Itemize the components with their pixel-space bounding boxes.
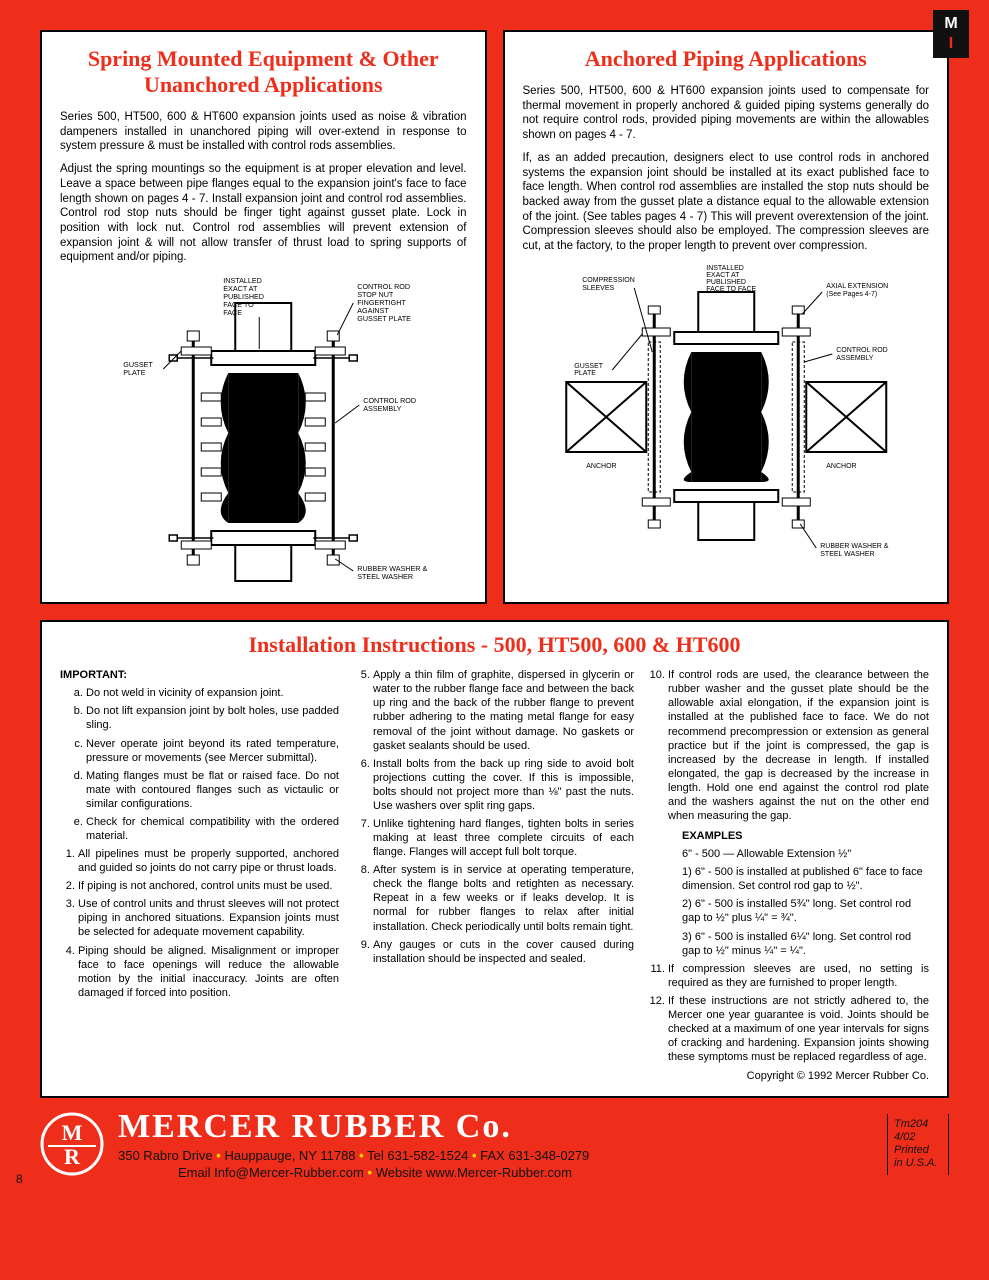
panel-instructions: Installation Instructions - 500, HT500, … bbox=[40, 620, 949, 1098]
svg-text:INSTALLED: INSTALLED bbox=[706, 265, 744, 272]
panel-spring-mounted: Spring Mounted Equipment & Other Unancho… bbox=[40, 30, 487, 604]
step-11: If compression sleeves are used, no sett… bbox=[668, 962, 929, 990]
example-3: 3) 6" - 500 is installed 6¼" long. Set c… bbox=[682, 930, 929, 958]
corner-logo-i: I bbox=[933, 34, 969, 54]
panel-left-p1: Series 500, HT500, 600 & HT600 expansion… bbox=[60, 110, 467, 154]
svg-text:R: R bbox=[64, 1144, 81, 1169]
company-name: MERCER RUBBER Co. bbox=[118, 1108, 873, 1146]
svg-text:SLEEVES: SLEEVES bbox=[582, 285, 614, 292]
panel-right-p2: If, as an added precaution, designers el… bbox=[523, 151, 930, 254]
svg-text:PLATE: PLATE bbox=[123, 368, 145, 377]
examples-label: EXAMPLES bbox=[682, 829, 929, 843]
imp-a: Do not weld in vicinity of expansion joi… bbox=[86, 686, 339, 700]
step-3: Use of control units and thrust sleeves … bbox=[78, 897, 339, 939]
step-9: Any gauges or cuts in the cover caused d… bbox=[373, 938, 634, 966]
panel-right-p1: Series 500, HT500, 600 & HT600 expansion… bbox=[523, 84, 930, 143]
panel-left-p2: Adjust the spring mountings so the equip… bbox=[60, 162, 467, 265]
step-8: After system is in service at operating … bbox=[373, 863, 634, 933]
copyright: Copyright © 1992 Mercer Rubber Co. bbox=[60, 1070, 929, 1082]
svg-text:PLATE: PLATE bbox=[574, 370, 596, 377]
step-5: Apply a thin film of graphite, dispersed… bbox=[373, 668, 634, 752]
footer-meta: Tm204 4/02 Printed in U.S.A. bbox=[887, 1114, 949, 1175]
svg-text:ASSEMBLY: ASSEMBLY bbox=[836, 355, 874, 362]
panel-right-title: Anchored Piping Applications bbox=[523, 46, 930, 72]
page-footer: M R MERCER RUBBER Co. 350 Rabro Drive • … bbox=[40, 1098, 949, 1194]
svg-text:COMPRESSION: COMPRESSION bbox=[582, 277, 635, 284]
instructions-body: IMPORTANT: Do not weld in vicinity of ex… bbox=[60, 668, 929, 1064]
svg-text:FACE TO FACE: FACE TO FACE bbox=[706, 286, 756, 293]
svg-text:ASSEMBLY: ASSEMBLY bbox=[363, 404, 401, 413]
example-2: 2) 6" - 500 is installed 5¾" long. Set c… bbox=[682, 897, 929, 925]
top-panels-row: Spring Mounted Equipment & Other Unancho… bbox=[40, 30, 949, 604]
svg-text:(See Pages 4-7): (See Pages 4-7) bbox=[826, 291, 877, 298]
footer-line2: Email Info@Mercer-Rubber.com • Website w… bbox=[118, 1165, 873, 1180]
diagram-spring-mounted: INSTALLED EXACT AT PUBLISHED FACE TO FAC… bbox=[60, 273, 467, 583]
page-number: 8 bbox=[16, 1172, 23, 1186]
step-4: Piping should be aligned. Misalignment o… bbox=[78, 944, 339, 1000]
step-1: All pipelines must be properly supported… bbox=[78, 847, 339, 875]
svg-text:ANCHOR: ANCHOR bbox=[586, 463, 616, 470]
svg-text:GUSSET: GUSSET bbox=[574, 363, 604, 370]
footer-text: MERCER RUBBER Co. 350 Rabro Drive • Haup… bbox=[118, 1108, 873, 1180]
imp-e: Check for chemical compatibility with th… bbox=[86, 815, 339, 843]
mercer-logo-icon: M R bbox=[40, 1112, 104, 1176]
imp-b: Do not lift expansion joint by bolt hole… bbox=[86, 704, 339, 732]
step-2: If piping is not anchored, control units… bbox=[78, 879, 339, 893]
svg-text:GUSSET PLATE: GUSSET PLATE bbox=[357, 314, 411, 323]
panel-left-title: Spring Mounted Equipment & Other Unancho… bbox=[60, 46, 467, 98]
svg-text:RUBBER WASHER &: RUBBER WASHER & bbox=[820, 543, 889, 550]
svg-text:ANCHOR: ANCHOR bbox=[826, 463, 856, 470]
svg-text:CONTROL ROD: CONTROL ROD bbox=[836, 347, 887, 354]
step-10: If control rods are used, the clearance … bbox=[668, 668, 929, 957]
svg-text:PUBLISHED: PUBLISHED bbox=[706, 279, 746, 286]
step-7: Unlike tightening hard flanges, tighten … bbox=[373, 817, 634, 859]
svg-text:EXACT AT: EXACT AT bbox=[706, 272, 740, 279]
panel-anchored-piping: Anchored Piping Applications Series 500,… bbox=[503, 30, 950, 604]
svg-text:M: M bbox=[62, 1120, 83, 1145]
example-1: 1) 6" - 500 is installed at published 6"… bbox=[682, 865, 929, 893]
svg-text:AXIAL EXTENSION: AXIAL EXTENSION bbox=[826, 283, 888, 290]
footer-line1: 350 Rabro Drive • Hauppauge, NY 11788 • … bbox=[118, 1148, 873, 1163]
imp-c: Never operate joint beyond its rated tem… bbox=[86, 737, 339, 765]
corner-logo: M I bbox=[933, 10, 969, 58]
imp-d: Mating flanges must be flat or raised fa… bbox=[86, 769, 339, 811]
instructions-title: Installation Instructions - 500, HT500, … bbox=[60, 632, 929, 658]
examples-intro: 6" - 500 — Allowable Extension ½" bbox=[682, 847, 929, 861]
important-list: Do not weld in vicinity of expansion joi… bbox=[60, 686, 339, 843]
svg-text:FACE: FACE bbox=[223, 308, 242, 317]
step-6: Install bolts from the back up ring side… bbox=[373, 757, 634, 813]
step-12: If these instructions are not strictly a… bbox=[668, 994, 929, 1064]
svg-text:STEEL WASHER: STEEL WASHER bbox=[357, 572, 413, 581]
important-label: IMPORTANT: bbox=[60, 668, 339, 682]
diagram-anchored: COMPRESSION SLEEVES INSTALLED EXACT AT P… bbox=[523, 262, 930, 572]
corner-logo-m: M bbox=[933, 14, 969, 34]
svg-text:STEEL WASHER: STEEL WASHER bbox=[820, 551, 874, 558]
